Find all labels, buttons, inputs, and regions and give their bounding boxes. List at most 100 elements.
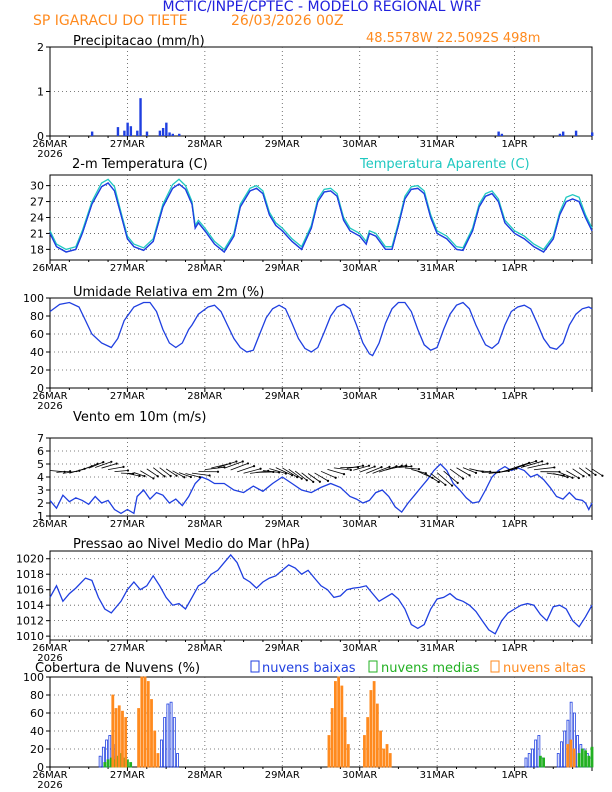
cloud-bar-high <box>140 676 144 768</box>
temp-day-label: 26MAR <box>32 263 67 274</box>
precip-bar <box>497 131 500 136</box>
precip-bar <box>158 130 162 136</box>
temp-ytick-label: 30 <box>30 180 44 193</box>
cloud-day-label: 26MAR <box>32 770 67 781</box>
wind-arrow-head <box>175 474 178 477</box>
rh-ytick-label: 80 <box>30 310 44 323</box>
cloud-bar-high <box>150 699 153 768</box>
wind-day-label: 1APR <box>501 519 527 530</box>
wind-arrow-head <box>102 461 105 464</box>
wind-arrow-head <box>132 472 135 475</box>
wind-arrow-head <box>208 474 211 477</box>
cloud-bar-high <box>143 676 147 768</box>
temp-line-main-top <box>49 182 593 253</box>
cloud-bar-low <box>169 701 173 768</box>
precip-bar <box>591 132 594 136</box>
precip-day-label: 28MAR <box>187 139 222 150</box>
cloud-bar-high <box>566 744 570 768</box>
cloud-frame <box>49 676 593 768</box>
rh-ytick-label: 0 <box>37 382 44 395</box>
wind-arrow-head <box>115 462 118 465</box>
wind-arrow <box>333 467 351 471</box>
wind-arrow-head <box>437 480 440 484</box>
wind-arrow-head <box>601 474 604 477</box>
wind-arrow <box>88 461 104 469</box>
temp-day-label: 30MAR <box>342 263 377 274</box>
cloud-day-label: 28MAR <box>187 770 222 781</box>
wind-arrow <box>449 468 464 479</box>
wind-arrow-head <box>189 475 192 479</box>
wind-arrow-head <box>541 460 544 463</box>
wind-arrow <box>204 466 225 471</box>
wind-arrow-head <box>216 470 220 473</box>
wind-arrow-head <box>461 477 465 480</box>
cloud-bar-high <box>117 705 121 768</box>
legend-high-label: nuvens altas <box>503 661 586 676</box>
wind-arrow-head <box>169 474 172 478</box>
cloud-day-label: 29MAR <box>265 770 300 781</box>
rh-ytick-label: 20 <box>30 364 44 377</box>
wind-arrow <box>82 463 98 471</box>
wind-arrow-head <box>367 464 371 467</box>
cloud-bar-high <box>375 703 379 768</box>
wind-arrow-head <box>388 465 391 468</box>
pres-year-label: 2026 <box>37 653 62 664</box>
wind-arrow <box>133 472 145 477</box>
wind-arrow-head <box>152 477 155 480</box>
wind-arrow-head <box>456 481 459 485</box>
wind-ytick-label: 5 <box>37 458 44 471</box>
wind-arrow <box>140 470 154 479</box>
rh-day-label: 29MAR <box>265 391 300 402</box>
cloud-bar-low <box>531 748 534 768</box>
precip-bar <box>500 133 504 136</box>
precip-bar <box>558 133 562 136</box>
legend-swatch-high <box>490 660 500 673</box>
wind-arrow <box>553 473 568 478</box>
wind-day-label: 28MAR <box>187 519 222 530</box>
cloud-bar-high <box>382 748 386 768</box>
precip-ytick-label: 0 <box>37 130 44 143</box>
panel-pres: 1010 1012 1014 1016 1018 1020 26MAR 27MAR 28MAR 2… <box>16 550 593 664</box>
pres-ytick-label: 1016 <box>16 584 44 597</box>
temp-ytick-label: 24 <box>30 212 44 225</box>
pres-day-label: 26MAR <box>32 643 67 654</box>
precip-bar <box>171 133 174 136</box>
wind-arrow-head <box>198 476 201 479</box>
wind-arrow <box>559 472 573 479</box>
rh-ytick-label: 100 <box>23 292 44 305</box>
wind-arrow <box>565 470 580 479</box>
wind-arrow <box>159 467 171 477</box>
temp-line-apparent <box>49 178 593 251</box>
wind-arrow <box>456 467 470 476</box>
wind-arrow <box>443 470 458 484</box>
wind-arrow <box>294 470 308 481</box>
wind-arrow-head <box>444 483 447 486</box>
temp-day-label: 28MAR <box>187 263 222 274</box>
cloud-bar-low <box>176 753 179 768</box>
cloud-bar-low <box>172 717 176 768</box>
wind-arrow-head <box>318 480 321 483</box>
cloud-bar-high <box>114 708 118 768</box>
pres-frame <box>49 550 593 641</box>
wind-arrow <box>275 467 293 476</box>
cloud-bar-mid <box>590 746 594 768</box>
wind-arrow <box>520 460 543 468</box>
temp-day-label: 1APR <box>501 263 527 274</box>
wind-arrow-head <box>405 464 408 467</box>
wind-arrow-head <box>235 460 238 463</box>
precip-bar <box>178 133 181 136</box>
wind-arrow-head <box>361 464 365 467</box>
panel-cloud: 0 20 40 60 80 100 26MAR 27MAR 28MAR 29MAR 30MAR 31M… <box>23 671 594 791</box>
precip-bar <box>145 131 149 136</box>
cloud-bar-low <box>163 717 167 768</box>
cloud-bar-high <box>363 735 366 768</box>
wind-arrow <box>327 468 345 475</box>
precip-day-label: 29MAR <box>265 139 300 150</box>
precip-day-label: 30MAR <box>342 139 377 150</box>
cloud-bar-high <box>334 681 337 768</box>
temp-ytick-label: 21 <box>30 227 44 240</box>
wind-ytick-label: 7 <box>37 432 44 445</box>
wind-arrow <box>320 470 336 479</box>
pres-ytick-label: 1010 <box>16 630 44 643</box>
wind-arrow <box>146 468 158 477</box>
